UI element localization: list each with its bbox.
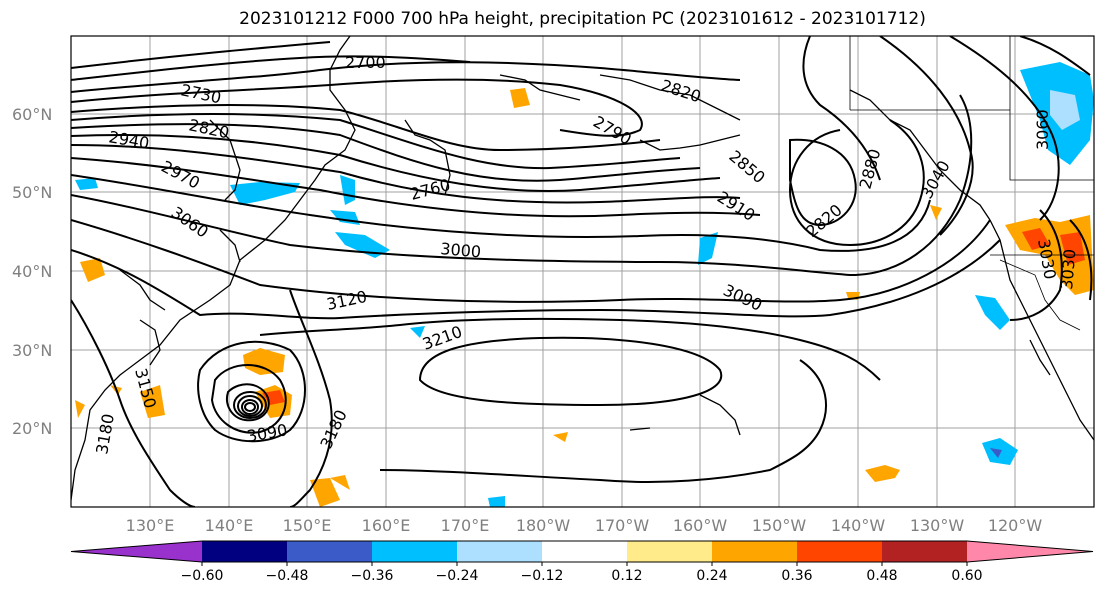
lon-label: 170°W [595, 516, 650, 535]
lat-label: 50°N [12, 183, 52, 202]
colorbar-segment [797, 541, 882, 562]
colorbar-tick-label: 0.48 [866, 568, 897, 584]
lat-axis: 60°N 50°N 40°N 30°N 20°N [12, 105, 52, 438]
colorbar-segment [627, 541, 712, 562]
map-frame [70, 35, 1095, 508]
colorbar-tick-label: −0.36 [351, 568, 394, 584]
lon-label: 150°E [283, 516, 332, 535]
colorbar: −0.60 −0.48 −0.36 −0.24 −0.12 0.12 0.24 0.36 0.4… [70, 540, 1094, 584]
page-title: 2023101212 F000 700 hPa height, precipit… [239, 9, 926, 29]
colorbar-segment [71, 541, 202, 562]
lon-label: 170°E [441, 516, 490, 535]
contour-label: 2700 [345, 53, 386, 72]
lon-label: 130°W [910, 516, 965, 535]
lon-axis: 130°E 140°E 150°E 160°E 170°E 180°W 170°… [126, 516, 1043, 535]
colorbar-segment [202, 541, 287, 562]
colorbar-segment [882, 541, 967, 562]
contour-label: 3060 [1033, 109, 1052, 150]
colorbar-segment [542, 541, 627, 562]
lon-label: 140°W [831, 516, 886, 535]
gridlines [71, 36, 1094, 507]
colorbar-tick-label: −0.12 [521, 568, 564, 584]
lon-label: 160°W [673, 516, 728, 535]
lat-label: 60°N [12, 105, 52, 124]
lon-label: 140°E [205, 516, 254, 535]
contour-label: 3030 [1057, 248, 1079, 290]
lon-label: 160°E [362, 516, 411, 535]
colorbar-segment [967, 541, 1093, 562]
colorbar-tick-label: −0.24 [436, 568, 479, 584]
contour-label: 3000 [440, 239, 482, 261]
lon-label: 180°W [516, 516, 571, 535]
colorbar-tick-label: 0.36 [781, 568, 812, 584]
height-contours [71, 36, 1093, 507]
colorbar-segment [712, 541, 797, 562]
lat-label: 40°N [12, 262, 52, 281]
lon-label: 130°E [126, 516, 175, 535]
lon-label: 120°W [988, 516, 1043, 535]
colorbar-segment [372, 541, 457, 562]
colorbar-segment [287, 541, 372, 562]
colorbar-tick-label: 0.60 [951, 568, 982, 584]
colorbar-tick-label: −0.60 [181, 568, 224, 584]
coastlines [71, 36, 1094, 501]
lat-label: 30°N [12, 341, 52, 360]
colorbar-tick-label: −0.48 [266, 568, 309, 584]
colorbar-segment [457, 541, 542, 562]
borders [849, 36, 1094, 331]
lat-label: 20°N [12, 419, 52, 438]
colorbar-tick-label: 0.12 [611, 568, 642, 584]
lon-label: 150°W [752, 516, 807, 535]
colorbar-tick-label: 0.24 [696, 568, 727, 584]
